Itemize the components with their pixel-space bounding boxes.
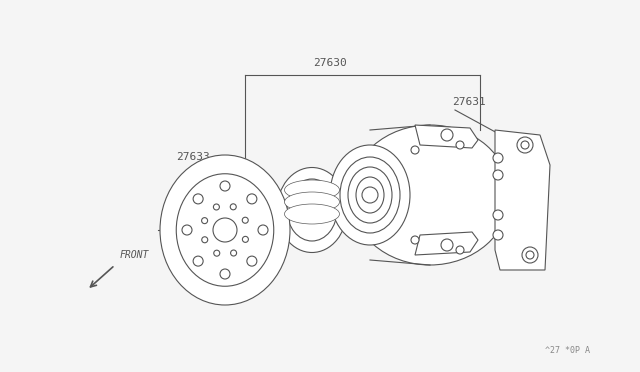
Circle shape (214, 250, 220, 256)
Circle shape (220, 269, 230, 279)
Circle shape (517, 137, 533, 153)
Ellipse shape (277, 167, 347, 253)
Circle shape (243, 236, 248, 243)
Circle shape (411, 236, 419, 244)
Circle shape (362, 187, 378, 203)
Text: 27631: 27631 (452, 97, 486, 107)
Circle shape (526, 251, 534, 259)
Ellipse shape (285, 180, 339, 200)
Text: ^27 *0P A: ^27 *0P A (545, 346, 590, 355)
Ellipse shape (350, 125, 510, 265)
Circle shape (521, 141, 529, 149)
Ellipse shape (330, 145, 410, 245)
Ellipse shape (348, 167, 392, 223)
Circle shape (230, 204, 236, 210)
Text: 27633: 27633 (176, 152, 210, 162)
Circle shape (193, 256, 203, 266)
Polygon shape (495, 130, 550, 270)
Circle shape (230, 250, 237, 256)
Ellipse shape (356, 177, 384, 213)
Circle shape (182, 225, 192, 235)
Circle shape (441, 129, 453, 141)
Circle shape (220, 181, 230, 191)
Polygon shape (415, 232, 478, 255)
Circle shape (441, 239, 453, 251)
Circle shape (493, 230, 503, 240)
Circle shape (456, 141, 464, 149)
Text: FRONT: FRONT (120, 250, 149, 260)
Ellipse shape (285, 192, 339, 212)
Ellipse shape (340, 157, 400, 233)
Circle shape (202, 218, 207, 224)
Ellipse shape (176, 174, 274, 286)
Circle shape (493, 153, 503, 163)
Circle shape (202, 237, 208, 243)
Circle shape (493, 210, 503, 220)
Circle shape (193, 194, 203, 204)
Circle shape (247, 194, 257, 204)
Circle shape (243, 217, 248, 223)
Circle shape (213, 204, 220, 210)
Polygon shape (415, 125, 478, 148)
Ellipse shape (285, 204, 339, 224)
Circle shape (213, 218, 237, 242)
Circle shape (247, 256, 257, 266)
Ellipse shape (160, 155, 290, 305)
Circle shape (411, 146, 419, 154)
Circle shape (522, 247, 538, 263)
Text: 27630: 27630 (313, 58, 347, 68)
Circle shape (493, 170, 503, 180)
Ellipse shape (287, 179, 337, 241)
Circle shape (456, 246, 464, 254)
Circle shape (258, 225, 268, 235)
